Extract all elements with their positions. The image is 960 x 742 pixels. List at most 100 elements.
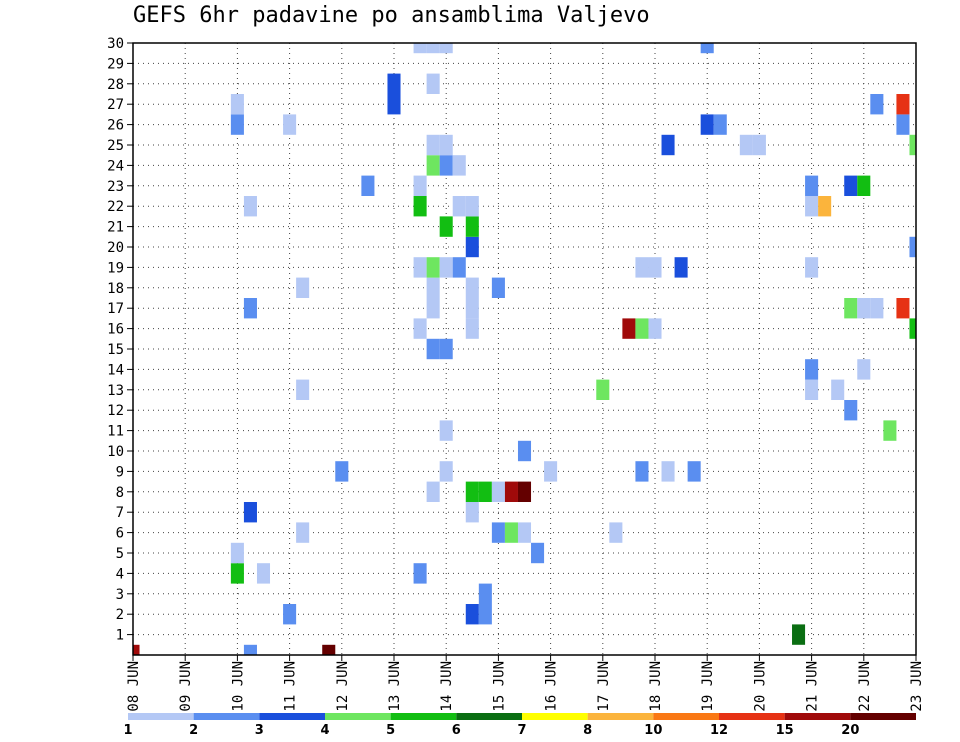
heatmap-cell — [413, 318, 427, 339]
heatmap-cell — [426, 338, 440, 360]
heatmap-cell — [792, 624, 806, 645]
heatmap-cell — [896, 114, 910, 135]
heatmap-cell — [896, 94, 910, 115]
heatmap-cell — [256, 563, 271, 584]
heatmap-cell — [857, 359, 871, 380]
y-tick-label: 17 — [107, 301, 124, 317]
heatmap-cell — [870, 298, 884, 319]
heatmap-cell — [230, 563, 244, 584]
heatmap-cell — [883, 420, 897, 441]
heatmap-cell — [478, 481, 492, 502]
heatmap-cell — [465, 298, 479, 319]
heatmap-cell — [426, 277, 440, 298]
heatmap-cell — [517, 440, 532, 462]
heatmap-cell — [413, 563, 427, 584]
heatmap-cell — [857, 175, 871, 196]
color-legend: 1 2 3 4 5 6 7 8 10 12 15 20 — [123, 713, 916, 738]
heatmap-cell — [805, 359, 819, 380]
y-tick-label: 18 — [107, 281, 124, 297]
heatmap-cell — [478, 604, 492, 625]
x-tick-label: 16 JUN — [544, 661, 560, 712]
heatmap-cell — [674, 257, 688, 278]
heatmap-cell — [635, 318, 649, 339]
heatmap-cell — [296, 277, 310, 298]
heatmap-cell — [426, 43, 440, 54]
heatmap-cell — [465, 216, 479, 237]
heatmap-cell — [844, 298, 858, 319]
legend-swatch — [193, 713, 260, 720]
heatmap-cell — [283, 604, 297, 625]
heatmap-cell — [700, 114, 714, 135]
chart-title: GEFS 6hr padavine po ansamblima Valjevo — [133, 3, 650, 28]
x-tick-label: 23 JUN — [909, 661, 925, 712]
x-tick-label: 10 JUN — [230, 661, 246, 712]
heatmap-cell — [322, 644, 336, 655]
legend-swatch — [653, 713, 719, 720]
x-tick-label: 21 JUN — [805, 661, 821, 712]
y-tick-label: 14 — [107, 362, 124, 378]
x-tick-label: 11 JUN — [283, 661, 299, 712]
y-tick-label: 11 — [107, 424, 124, 440]
heatmap-cell — [648, 318, 662, 339]
heatmap-cell — [504, 481, 518, 502]
y-tick-label: 28 — [107, 77, 124, 93]
heatmap-cell — [296, 522, 310, 543]
heatmap-cell — [452, 196, 466, 217]
x-tick-label: 13 JUN — [387, 661, 403, 712]
legend-label: 7 — [517, 723, 526, 738]
heatmap-cell — [517, 481, 532, 502]
heatmap-cell — [426, 481, 440, 502]
heatmap-cell — [713, 114, 727, 135]
heatmap-cell — [426, 73, 440, 94]
heatmap-cell — [230, 94, 244, 115]
heatmap-cell — [439, 134, 453, 156]
heatmap-cell — [426, 298, 440, 319]
y-tick-label: 2 — [116, 607, 124, 623]
y-tick-label: 6 — [116, 526, 124, 542]
heatmap-cell — [465, 277, 479, 298]
y-tick-label: 23 — [107, 179, 124, 195]
y-tick-label: 5 — [116, 546, 124, 562]
y-tick-label: 24 — [107, 158, 124, 174]
heatmap-cell — [465, 318, 479, 339]
y-tick-label: 8 — [116, 485, 124, 501]
x-tick-label: 14 JUN — [439, 661, 455, 712]
legend-swatch — [390, 713, 457, 720]
heatmap-cell — [661, 461, 675, 482]
heatmap-cell — [752, 134, 766, 156]
heatmap-cell — [478, 583, 492, 604]
heatmap-cell — [844, 400, 858, 421]
x-tick-label: 17 JUN — [596, 661, 612, 712]
heatmap-cell — [661, 134, 675, 156]
y-tick-label: 25 — [107, 138, 124, 154]
legend-label: 4 — [320, 723, 329, 738]
heatmap-cell — [622, 318, 636, 339]
heatmap-cell — [544, 461, 558, 482]
y-tick-label: 3 — [116, 587, 124, 603]
legend-swatch — [259, 713, 325, 720]
x-tick-label: 12 JUN — [335, 661, 351, 712]
grid-lines — [133, 43, 916, 655]
legend-swatch — [719, 713, 785, 720]
heatmap-cell — [243, 298, 257, 319]
heatmap-cell — [387, 73, 401, 94]
heatmap-cell — [635, 461, 649, 482]
heatmap-cell — [439, 216, 453, 237]
y-axis: 1234567891011121314151617181920212223242… — [107, 36, 133, 644]
heatmap-cell — [413, 43, 427, 54]
heatmap-cell — [909, 236, 916, 258]
heatmap-cell — [491, 481, 505, 502]
heatmap-cell — [452, 155, 466, 176]
legend-swatch — [128, 713, 194, 720]
x-tick-label: 09 JUN — [178, 661, 194, 712]
legend-swatch — [522, 713, 588, 720]
heatmap-cell — [439, 43, 453, 54]
heatmap-cell — [635, 257, 649, 278]
heatmap-cell — [609, 522, 623, 543]
legend-label: 6 — [452, 723, 461, 738]
y-tick-label: 29 — [107, 56, 124, 72]
y-tick-label: 13 — [107, 383, 124, 399]
legend-swatch — [587, 713, 654, 720]
y-tick-label: 27 — [107, 97, 124, 113]
heatmap-cell — [361, 175, 375, 196]
